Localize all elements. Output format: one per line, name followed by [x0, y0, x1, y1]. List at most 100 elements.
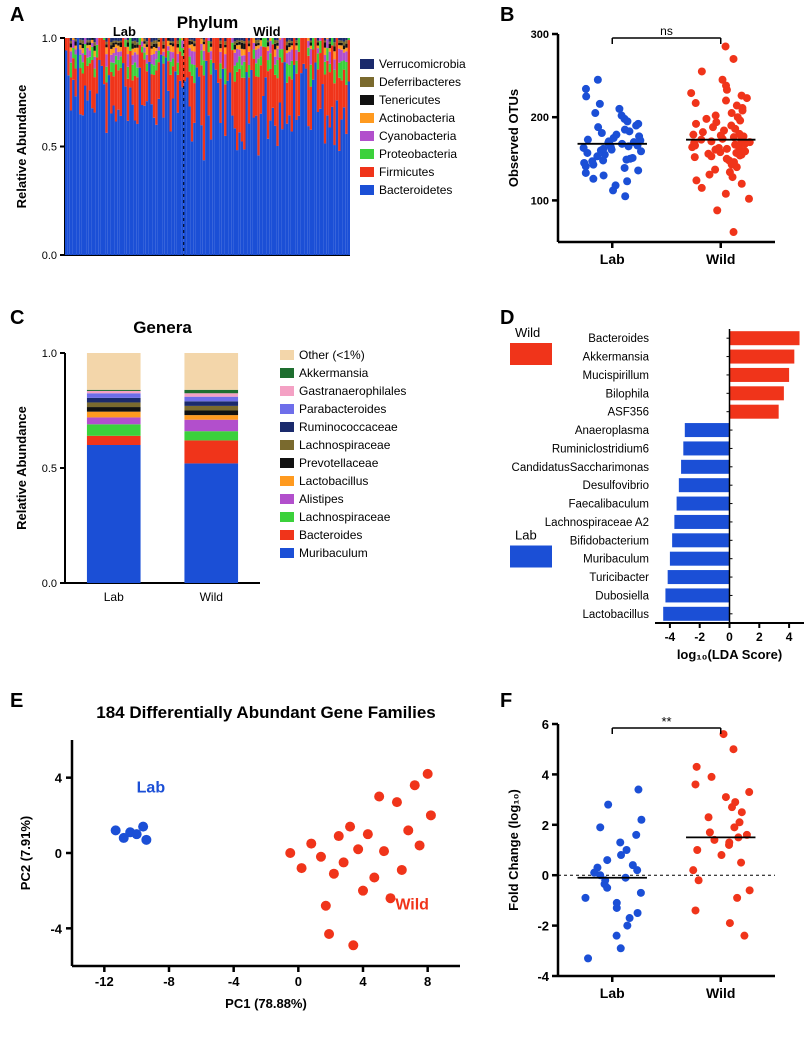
- svg-text:4: 4: [542, 767, 550, 782]
- svg-text:Anaeroplasma: Anaeroplasma: [575, 425, 650, 437]
- svg-text:0: 0: [55, 846, 62, 861]
- svg-text:4: 4: [55, 771, 63, 786]
- svg-text:Ruminococcaceae: Ruminococcaceae: [299, 420, 398, 434]
- svg-text:CandidatusSaccharimonas: CandidatusSaccharimonas: [512, 462, 650, 474]
- svg-text:0.5: 0.5: [42, 463, 57, 475]
- svg-text:0: 0: [295, 974, 302, 989]
- svg-text:Alistipes: Alistipes: [299, 492, 344, 506]
- svg-text:Phylum: Phylum: [177, 13, 238, 32]
- svg-text:Relative Abundance: Relative Abundance: [14, 85, 29, 209]
- svg-text:0.0: 0.0: [42, 250, 57, 262]
- svg-text:Prevotellaceae: Prevotellaceae: [299, 456, 379, 470]
- svg-text:Fold Change (log₁₀): Fold Change (log₁₀): [506, 789, 521, 911]
- svg-text:Lab: Lab: [137, 780, 166, 797]
- panel-C: C Genera0.00.51.0Relative AbundanceLabWi…: [10, 313, 490, 668]
- svg-text:Mucispirillum: Mucispirillum: [583, 370, 649, 382]
- svg-text:**: **: [661, 714, 671, 729]
- panel-F-label: F: [500, 690, 512, 713]
- svg-text:Bilophila: Bilophila: [606, 388, 650, 400]
- svg-text:Lab: Lab: [113, 24, 136, 39]
- svg-text:8: 8: [424, 974, 431, 989]
- svg-text:0.0: 0.0: [42, 578, 57, 590]
- svg-text:0: 0: [726, 630, 733, 644]
- svg-text:-4: -4: [50, 921, 62, 936]
- svg-text:Actinobacteria: Actinobacteria: [379, 111, 455, 125]
- svg-text:-8: -8: [163, 974, 175, 989]
- svg-text:Proteobacteria: Proteobacteria: [379, 147, 457, 161]
- svg-text:-4: -4: [228, 974, 240, 989]
- svg-text:PC2 (7.91%): PC2 (7.91%): [18, 816, 33, 890]
- svg-text:2: 2: [542, 818, 549, 833]
- svg-text:Bifidobacterium: Bifidobacterium: [570, 535, 649, 547]
- panel-B-chart: 100 200 300 Observed OTUs Lab Wild ns: [500, 10, 790, 280]
- panel-E: E 184 Differentially Abundant Gene Famil…: [10, 696, 490, 1021]
- svg-text:Turicibacter: Turicibacter: [589, 572, 649, 584]
- svg-text:Wild: Wild: [706, 985, 735, 1001]
- svg-text:4: 4: [786, 630, 793, 644]
- panel-B-label: B: [500, 4, 514, 27]
- svg-text:-4: -4: [537, 969, 549, 984]
- svg-text:4: 4: [359, 974, 367, 989]
- svg-text:-2: -2: [694, 630, 705, 644]
- panel-C-label: C: [10, 307, 24, 330]
- panel-A-chart: Phylum0.00.51.0Relative AbundanceLabWild…: [10, 10, 480, 280]
- figure: A Phylum0.00.51.0Relative AbundanceLabWi…: [10, 10, 810, 1021]
- svg-text:100: 100: [531, 195, 549, 207]
- svg-text:Lachnospiraceae: Lachnospiraceae: [299, 438, 391, 452]
- svg-text:Tenericutes: Tenericutes: [379, 93, 440, 107]
- svg-text:Lab: Lab: [600, 985, 625, 1001]
- svg-text:PC1 (78.88%): PC1 (78.88%): [225, 996, 307, 1011]
- panel-A-label: A: [10, 4, 24, 27]
- svg-text:Relative Abundance: Relative Abundance: [14, 406, 29, 530]
- svg-text:Genera: Genera: [133, 318, 192, 337]
- svg-text:Lactobacillus: Lactobacillus: [583, 609, 650, 621]
- svg-text:Bacteroidetes: Bacteroidetes: [379, 183, 452, 197]
- svg-text:Deferribacteres: Deferribacteres: [379, 75, 461, 89]
- panel-A: A Phylum0.00.51.0Relative AbundanceLabWi…: [10, 10, 490, 285]
- svg-text:Parabacteroides: Parabacteroides: [299, 402, 386, 416]
- svg-text:Verrucomicrobia: Verrucomicrobia: [379, 57, 466, 71]
- svg-text:Lab: Lab: [104, 590, 124, 604]
- svg-text:Akkermansia: Akkermansia: [583, 352, 650, 364]
- svg-text:Lab: Lab: [600, 251, 625, 267]
- panel-F: F -4-20246Fold Change (log₁₀)LabWild**: [500, 696, 810, 1021]
- panel-D-chart: Wild Bacteroides Akkermansia Mucispirillum B…: [500, 313, 810, 663]
- svg-text:Desulfovibrio: Desulfovibrio: [583, 480, 649, 492]
- svg-text:ASF356: ASF356: [607, 407, 649, 419]
- svg-text:Firmicutes: Firmicutes: [379, 165, 434, 179]
- panel-D: D WildBacteroidesAkkermansiaMucispirillu…: [500, 313, 810, 668]
- svg-text:300: 300: [531, 29, 549, 41]
- svg-text:Wild: Wild: [200, 590, 223, 604]
- panel-D-label: D: [500, 307, 514, 330]
- svg-text:Lachnospiraceae: Lachnospiraceae: [299, 510, 391, 524]
- svg-text:ns: ns: [660, 24, 673, 38]
- svg-text:Bacteroides: Bacteroides: [299, 528, 362, 542]
- svg-text:1.0: 1.0: [42, 33, 57, 45]
- svg-text:Wild: Wild: [515, 325, 540, 340]
- panel-E-label: E: [10, 690, 23, 713]
- panel-C-chart: Genera 0.0 0.5 1.0 Relative Abundance Lab Wild…: [10, 313, 480, 613]
- svg-text:6: 6: [542, 717, 549, 732]
- svg-text:Muribaculum: Muribaculum: [583, 554, 649, 566]
- svg-text:2: 2: [756, 630, 763, 644]
- svg-text:1.0: 1.0: [42, 348, 57, 360]
- svg-text:Muribaculum: Muribaculum: [299, 546, 368, 560]
- svg-text:Cyanobacteria: Cyanobacteria: [379, 129, 457, 143]
- svg-text:Lab: Lab: [515, 528, 537, 543]
- svg-text:Wild: Wild: [395, 897, 429, 914]
- svg-text:200: 200: [531, 112, 549, 124]
- panel-F-chart: -4-20246Fold Change (log₁₀)LabWild**: [500, 696, 790, 1016]
- svg-text:Dubosiella: Dubosiella: [595, 590, 649, 602]
- svg-text:Lactobacillus: Lactobacillus: [299, 474, 368, 488]
- svg-text:Other (<1%): Other (<1%): [299, 348, 365, 362]
- svg-text:Observed OTUs: Observed OTUs: [506, 89, 521, 187]
- svg-text:Ruminiclostridium6: Ruminiclostridium6: [552, 443, 649, 455]
- svg-text:Wild: Wild: [253, 24, 280, 39]
- svg-text:-12: -12: [95, 974, 114, 989]
- svg-text:Wild: Wild: [706, 251, 735, 267]
- svg-text:Gastranaerophilales: Gastranaerophilales: [299, 384, 406, 398]
- svg-text:-4: -4: [665, 630, 676, 644]
- svg-text:Bacteroides: Bacteroides: [588, 333, 649, 345]
- svg-text:Akkermansia: Akkermansia: [299, 366, 369, 380]
- panel-B: B 100200300Observed OTUsLabWildns: [500, 10, 810, 285]
